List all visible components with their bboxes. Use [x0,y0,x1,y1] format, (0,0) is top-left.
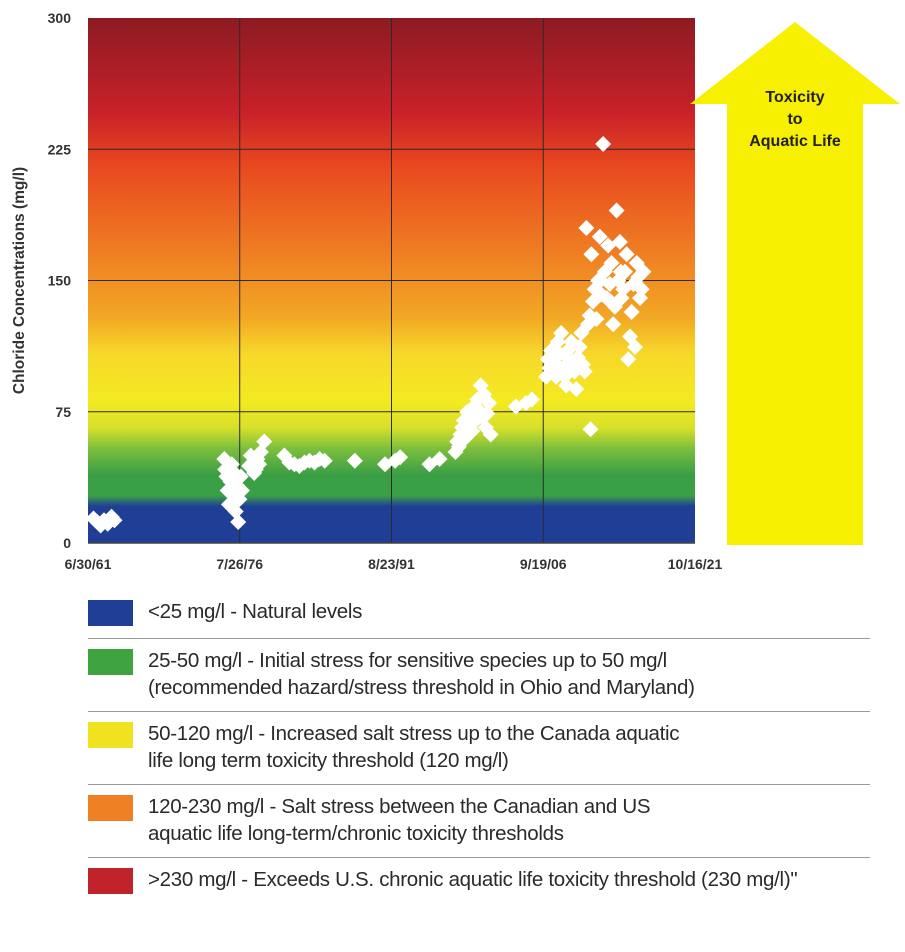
data-point [392,449,409,466]
x-tick-label: 8/23/91 [368,556,415,572]
legend-row: 120-230 mg/l - Salt stress between the C… [88,785,870,858]
data-point [591,228,608,245]
legend-swatch [88,600,133,626]
data-point [618,246,635,263]
toxicity-arrow [690,22,900,545]
legend-row: <25 mg/l - Natural levels [88,590,870,639]
legend-line: 120-230 mg/l - Salt stress between the C… [148,795,651,818]
y-tick-label: 300 [48,10,72,26]
arrow-label-line: to [787,111,802,128]
data-point [232,468,249,485]
y-axis-label: Chloride Concentrations (mg/l) [11,167,28,394]
chart-area: 0 75 150 225 300 6/30/61 7/26/76 8/23/91 9/19/06… [11,10,900,572]
data-point [588,311,605,327]
legend-row: 25-50 mg/l - Initial stress for sensitiv… [88,639,870,712]
legend-row: 50-120 mg/l - Increased salt stress up t… [88,712,870,785]
legend-row: >230 mg/l - Exceeds U.S. chronic aquatic… [88,858,870,906]
data-point [482,426,499,443]
legend-line: (recommended hazard/stress threshold in … [148,676,695,699]
data-point [568,381,585,397]
data-point [233,482,250,499]
legend-swatch [88,722,133,748]
data-point [553,325,570,341]
data-point [602,293,619,310]
data-point [592,272,609,289]
data-point [479,405,496,422]
x-tick-label: 9/19/06 [520,556,567,572]
legend-swatch [88,649,133,675]
chloride-scatter-chart: 0 75 150 225 300 6/30/61 7/26/76 8/23/91 9/19/06… [11,10,900,572]
data-point [481,395,498,411]
data-point [603,255,620,271]
data-point [595,136,612,152]
data-point [576,363,593,380]
data-point [600,237,617,254]
legend-swatch [88,795,133,821]
data-point [623,304,640,320]
legend-text: 25-50 mg/l - Initial stress for sensitiv… [148,647,870,701]
data-point [346,452,363,469]
data-point [106,512,123,529]
data-point [251,456,268,473]
y-tick-label: 150 [48,273,72,289]
legend-line: life long term toxicity threshold (120 m… [148,749,509,772]
x-tick-label: 7/26/76 [216,556,263,572]
data-point [627,339,644,355]
data-point [582,421,599,438]
legend-line: >230 mg/l - Exceeds U.S. chronic aquatic… [148,868,798,891]
legend-line: 50-120 mg/l - Increased salt stress up t… [148,722,680,745]
y-tick-label: 75 [55,404,71,420]
data-point [256,433,273,450]
data-point [523,391,540,408]
data-point [230,514,247,530]
legend-text: >230 mg/l - Exceeds U.S. chronic aquatic… [148,866,870,893]
y-tick-label: 0 [63,535,71,551]
data-point [633,281,650,298]
data-point [620,351,637,368]
data-point [611,234,628,250]
legend-line: <25 mg/l - Natural levels [148,600,363,623]
x-tick-label: 6/30/61 [65,556,112,572]
legend-line: aquatic life long-term/chronic toxicity … [148,822,564,845]
arrow-label-line: Aquatic Life [749,133,841,150]
arrow-label-line: Toxicity [765,89,824,106]
data-point [431,451,448,467]
legend-line: 25-50 mg/l - Initial stress for sensitiv… [148,649,667,672]
data-point [635,263,652,280]
legend-text: 50-120 mg/l - Increased salt stress up t… [148,720,870,774]
legend-text: 120-230 mg/l - Salt stress between the C… [148,793,870,847]
data-point [605,316,622,333]
legend: <25 mg/l - Natural levels 25-50 mg/l - In… [88,590,870,906]
data-point [612,263,629,280]
y-tick-label: 225 [48,141,72,157]
legend-text: <25 mg/l - Natural levels [148,598,870,625]
data-point [608,202,625,219]
data-point [583,246,600,263]
data-point [578,220,595,236]
data-point [571,339,588,355]
x-tick-label: 10/16/21 [668,556,723,572]
legend-swatch [88,868,133,894]
data-point [316,452,333,469]
